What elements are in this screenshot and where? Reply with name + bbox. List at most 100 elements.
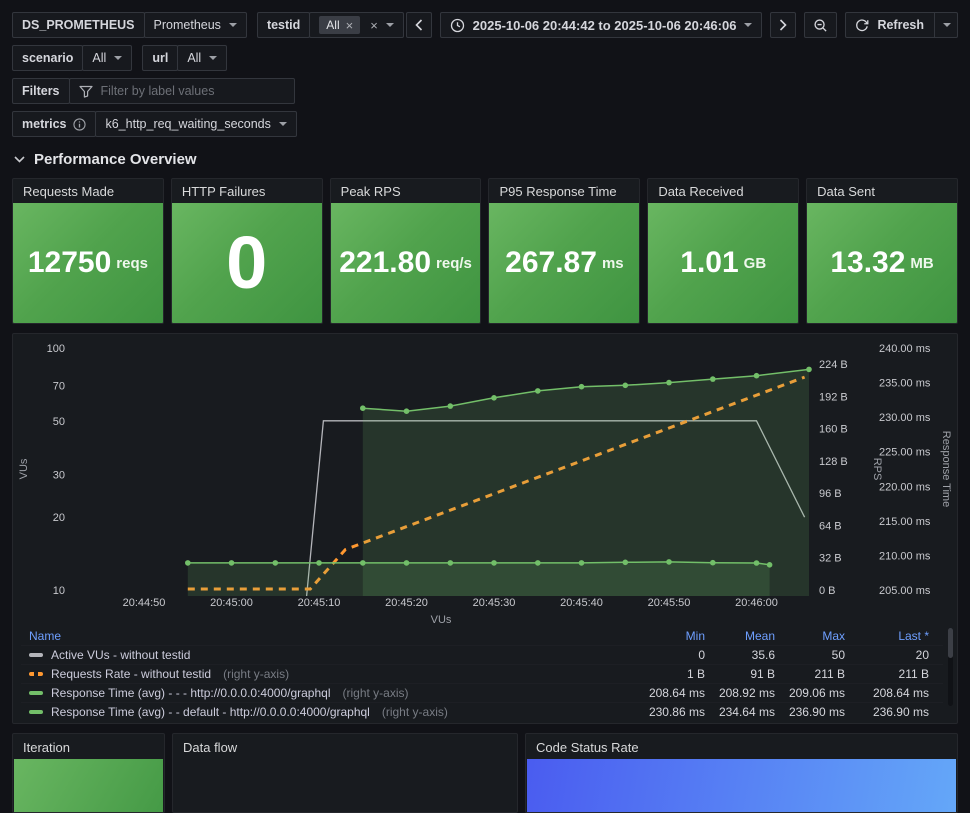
panel-iteration: Iteration xyxy=(12,733,165,813)
legend-col-name[interactable]: Name xyxy=(29,628,62,643)
bottom-row: Iteration Data flow Code Status Rate xyxy=(12,733,958,813)
y-axis-rps-tick: 0 B xyxy=(819,585,836,597)
y-axis-vus-tick: 70 xyxy=(53,380,65,392)
filters-placeholder: Filter by label values xyxy=(100,84,215,98)
series-point xyxy=(403,408,410,414)
series-point xyxy=(360,405,366,411)
legend-max: 209.06 ms xyxy=(788,686,845,700)
x-axis-tick: 20:46:00 xyxy=(735,597,778,609)
panel-title[interactable]: Iteration xyxy=(23,740,70,755)
series-point xyxy=(710,376,716,382)
y-axis-vus-tick: 50 xyxy=(53,416,65,428)
stat-value-area: 1.01 GB xyxy=(648,203,799,323)
time-shift-back-button[interactable] xyxy=(405,12,432,38)
y-axis-rps-tick: 32 B xyxy=(819,553,842,565)
chart-legend: Name Min Mean Max Last * Active VUs - without… xyxy=(21,626,943,721)
stat-value: 13.32 xyxy=(830,246,906,279)
legend-col-max[interactable]: Max xyxy=(822,628,845,643)
clear-all-icon[interactable]: × xyxy=(370,17,378,33)
info-icon xyxy=(73,117,87,131)
time-shift-forward-button[interactable] xyxy=(770,12,797,38)
metrics-label: metrics xyxy=(12,111,97,137)
chevron-down-icon xyxy=(278,122,287,126)
metrics-select[interactable]: k6_http_req_waiting_seconds xyxy=(95,111,297,137)
time-range-picker[interactable]: 2025-10-06 20:44:42 to 2025-10-06 20:46:… xyxy=(439,12,763,38)
x-axis-tick: 20:45:10 xyxy=(298,597,341,609)
legend-row: Active VUs - without testid 0 35.6 50 20 xyxy=(21,645,943,664)
section-performance-overview[interactable]: Performance Overview xyxy=(14,151,197,168)
y-axis-ms-tick: 225.00 ms xyxy=(879,447,931,459)
funnel-icon xyxy=(78,85,93,98)
filters-control: Filters Filter by label values xyxy=(12,78,295,104)
y-axis-vus-tick: 10 xyxy=(53,585,65,597)
clock-icon xyxy=(450,18,464,32)
legend-col-mean[interactable]: Mean xyxy=(744,628,775,643)
stat-unit: req/s xyxy=(436,254,472,272)
stat-unit: ms xyxy=(601,254,624,272)
scenario-picker: scenario All xyxy=(12,45,133,71)
toolbar-row-1: DS_PROMETHEUS Prometheus testid All × × xyxy=(12,12,404,38)
chevron-down-icon xyxy=(228,23,237,27)
legend-col-last[interactable]: Last * xyxy=(898,628,929,643)
time-range-text: 2025-10-06 20:44:42 to 2025-10-06 20:46:… xyxy=(472,17,737,33)
testid-picker: testid All × × xyxy=(256,12,404,38)
chevron-right-icon xyxy=(780,19,788,31)
stat-value: 12750 xyxy=(27,246,112,279)
series-point xyxy=(753,560,760,566)
chevron-down-icon xyxy=(943,23,951,27)
series-line-requests-rate-without-testid xyxy=(187,375,806,591)
testid-chip[interactable]: All × xyxy=(319,16,361,34)
plot-area xyxy=(185,366,812,596)
time-controls: 2025-10-06 20:44:42 to 2025-10-06 20:46:… xyxy=(405,12,958,38)
panel-title[interactable]: Code Status Rate xyxy=(536,740,639,755)
legend-series-name[interactable]: Requests Rate - without testid (right y-a… xyxy=(29,667,635,681)
stat-value-area: 221.80 req/s xyxy=(330,203,481,323)
datasource-label: DS_PROMETHEUS xyxy=(12,12,145,38)
filters-input[interactable]: Filter by label values xyxy=(68,78,295,104)
timeseries-chart: 100 70 50 30 20 10 VUs 224 B 192 B 160 B 128 B 96 B… xyxy=(18,343,952,626)
y-axis-rps-tick: 96 B xyxy=(819,488,842,500)
series-point xyxy=(666,379,672,386)
datasource-select[interactable]: Prometheus xyxy=(143,12,247,38)
chevron-down-icon xyxy=(744,23,753,27)
legend-series-name[interactable]: Response Time (avg) - - - http://0.0.0.0… xyxy=(29,686,635,700)
panel-title[interactable]: Peak RPS xyxy=(340,184,401,199)
zoom-out-button[interactable] xyxy=(804,12,838,38)
y-axis-vus-label: VUs xyxy=(18,458,30,479)
panel-title[interactable]: Data Received xyxy=(658,184,744,199)
close-icon[interactable]: × xyxy=(345,17,354,33)
panel-data-flow: Data flow xyxy=(172,733,518,813)
stat-background-bar xyxy=(527,759,956,812)
stat-panel-peak-rps: Peak RPS 221.80 req/s xyxy=(329,178,482,324)
panel-title[interactable]: Requests Made xyxy=(23,184,115,199)
y-axis-rps-tick: 160 B xyxy=(819,424,848,436)
panel-title[interactable]: Data Sent xyxy=(817,184,875,199)
panel-title[interactable]: Data flow xyxy=(183,740,238,755)
y-axis-ms-tick: 230.00 ms xyxy=(879,412,931,424)
stat-value-area: 12750 reqs xyxy=(13,203,163,323)
legend-col-min[interactable]: Min xyxy=(685,628,705,643)
x-axis-tick: 20:45:00 xyxy=(210,597,253,609)
stat-unit: MB xyxy=(910,254,934,272)
legend-scrollbar[interactable] xyxy=(948,628,953,706)
url-select[interactable]: All xyxy=(177,45,228,71)
series-point xyxy=(766,562,773,568)
x-axis-tick: 20:45:20 xyxy=(385,597,428,609)
stat-value: 221.80 xyxy=(339,246,432,279)
legend-header: Name Min Mean Max Last * xyxy=(21,626,943,645)
x-axis-tick: 20:45:40 xyxy=(560,597,603,609)
testid-select[interactable]: All × × xyxy=(309,12,404,38)
stat-panel-data-sent: Data Sent 13.32 MB xyxy=(806,178,958,324)
legend-swatch xyxy=(29,653,43,657)
refresh-button[interactable]: Refresh xyxy=(845,12,958,38)
series-point xyxy=(622,559,629,566)
y-axis-ms-tick: 235.00 ms xyxy=(879,378,931,390)
panel-title[interactable]: P95 Response Time xyxy=(499,184,617,199)
scenario-select[interactable]: All xyxy=(82,45,133,71)
legend-swatch xyxy=(29,691,43,695)
x-axis-tick: 20:45:50 xyxy=(648,597,691,609)
panel-title[interactable]: HTTP Failures xyxy=(181,184,266,199)
legend-series-name[interactable]: Response Time (avg) - - default - http:/… xyxy=(29,705,635,719)
y-axis-ms-label: Response Time xyxy=(940,431,952,507)
legend-series-name[interactable]: Active VUs - without testid xyxy=(29,648,635,662)
